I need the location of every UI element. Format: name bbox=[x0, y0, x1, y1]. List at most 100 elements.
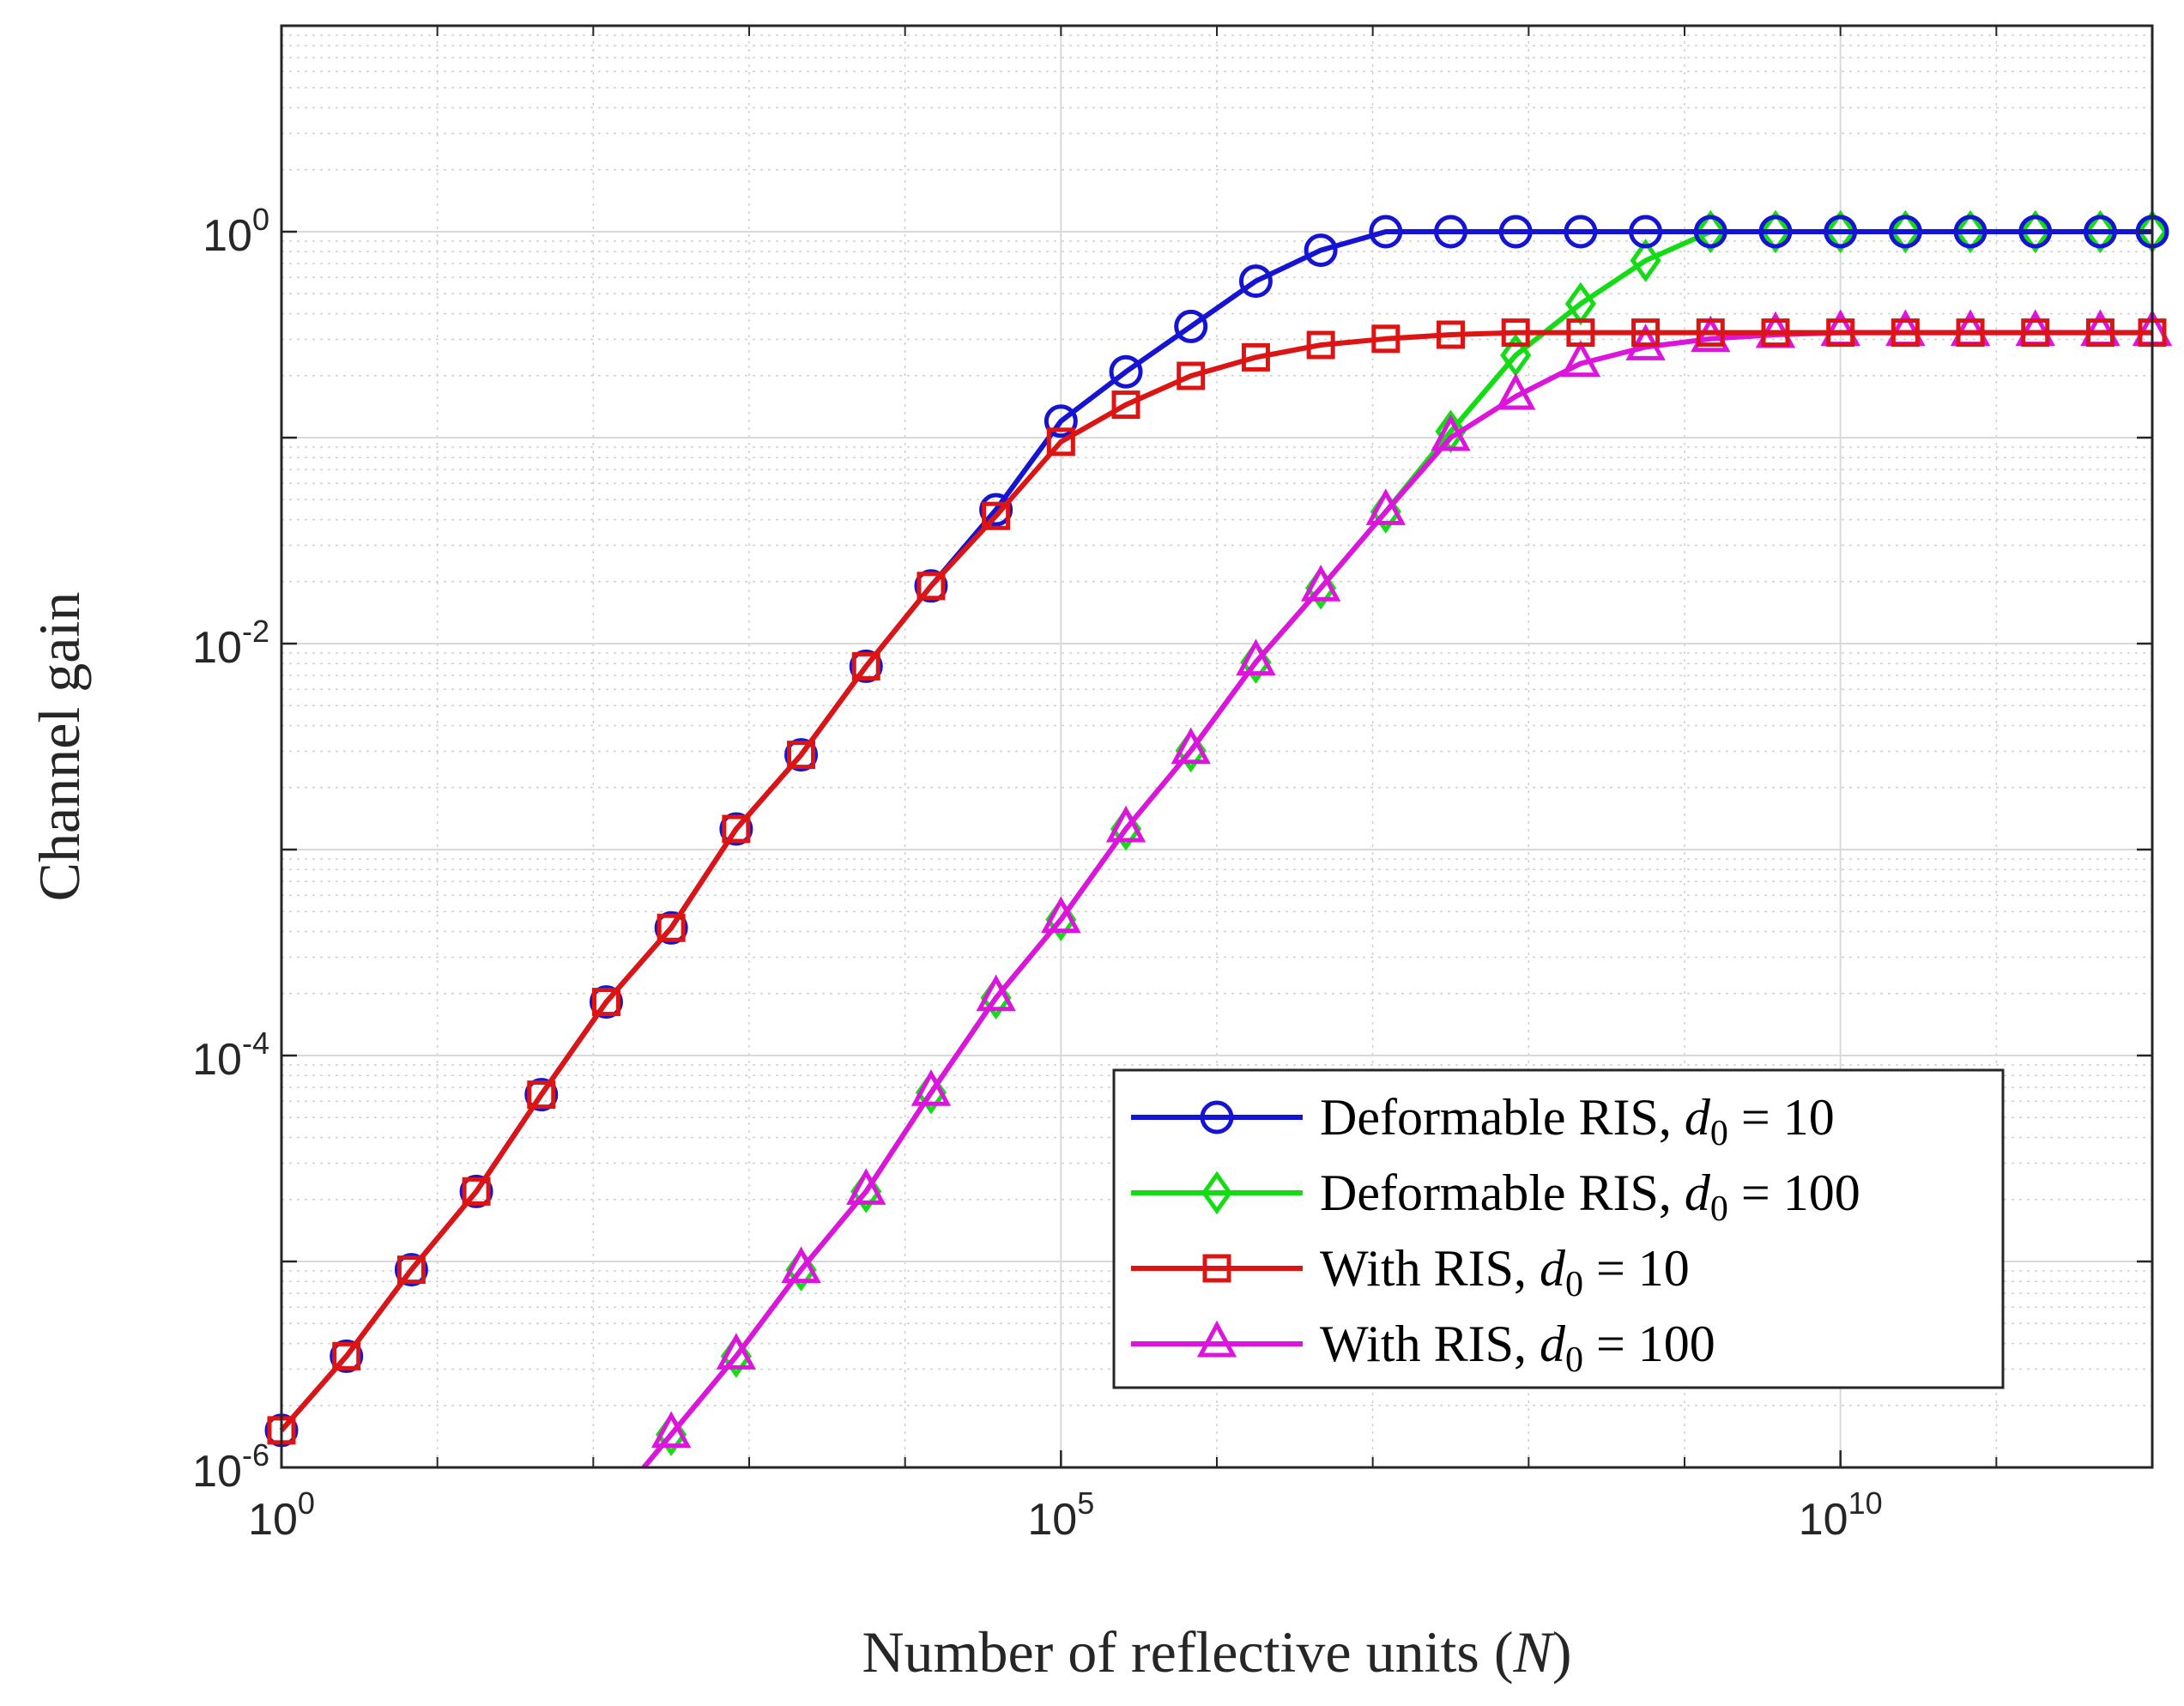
data-point-square bbox=[527, 1080, 556, 1110]
y-tick-label: 10-2 bbox=[192, 614, 269, 673]
data-point-diamond bbox=[1759, 209, 1792, 254]
data-point-circle bbox=[1953, 215, 1987, 249]
data-point-triangle bbox=[1105, 805, 1146, 843]
legend-box bbox=[1112, 1068, 2005, 1389]
data-point-circle bbox=[1888, 215, 1922, 249]
data-point-square bbox=[1566, 318, 1595, 348]
legend-label: With RIS, d0 = 10 bbox=[1320, 1240, 1690, 1304]
data-point-square bbox=[462, 1177, 491, 1206]
data-point-square bbox=[1241, 342, 1270, 372]
data-point-triangle bbox=[1171, 727, 1211, 765]
data-point-circle bbox=[1824, 215, 1858, 249]
legend-entry: Deformable RIS, d0 = 10 bbox=[1131, 1089, 1835, 1153]
data-point-square bbox=[332, 1341, 361, 1370]
data-point-triangle bbox=[911, 1068, 952, 1106]
legend-entry: With RIS, d0 = 100 bbox=[1131, 1316, 1715, 1380]
data-point-square bbox=[1371, 324, 1401, 354]
data-point-square bbox=[982, 501, 1011, 530]
data-point-circle bbox=[1693, 215, 1727, 249]
legend-marker-square bbox=[1202, 1254, 1231, 1283]
data-point-square bbox=[917, 572, 946, 601]
data-point-triangle bbox=[1365, 488, 1407, 525]
x-axis-label: Number of reflective units (N) bbox=[862, 1619, 1571, 1685]
data-point-diamond bbox=[1695, 209, 1727, 254]
series-layer bbox=[264, 209, 2173, 1469]
data-point-triangle bbox=[976, 974, 1016, 1012]
data-point-square bbox=[396, 1255, 426, 1285]
data-point-square bbox=[1826, 318, 1855, 348]
data-point-circle bbox=[1564, 215, 1598, 249]
legend-marker-diamond bbox=[1201, 1171, 1233, 1215]
data-point-square bbox=[722, 814, 751, 844]
data-point-square bbox=[1046, 427, 1075, 457]
x-tick-label: 100 bbox=[248, 1485, 315, 1545]
data-point-square bbox=[2021, 318, 2050, 348]
data-point-square bbox=[1177, 361, 1206, 390]
tick-labels: 100 105 1010 10-6 10-4 10-2 100 bbox=[192, 202, 1882, 1545]
data-point-circle bbox=[589, 985, 623, 1019]
y-tick-label: 100 bbox=[203, 202, 269, 261]
y-tick-label: 10-6 bbox=[192, 1437, 269, 1497]
data-point-square bbox=[591, 988, 620, 1017]
legend-marker-triangle bbox=[1196, 1320, 1237, 1358]
data-point-square bbox=[851, 651, 880, 681]
data-point-triangle bbox=[846, 1168, 886, 1205]
data-point-circle bbox=[524, 1078, 559, 1112]
data-point-diamond bbox=[2019, 209, 2051, 254]
data-point-triangle bbox=[1236, 638, 1276, 676]
data-point-square bbox=[1437, 320, 1465, 349]
legend-marker-circle bbox=[1200, 1100, 1234, 1134]
data-point-circle bbox=[654, 910, 688, 945]
data-point-diamond bbox=[1630, 239, 1661, 282]
legend-entries: Deformable RIS, d0 = 10 Deformable RIS, d… bbox=[1131, 1089, 1860, 1380]
data-point-circle bbox=[459, 1174, 493, 1208]
data-point-square bbox=[2085, 318, 2114, 348]
data-point-circle bbox=[719, 812, 753, 846]
data-point-diamond bbox=[1824, 209, 1856, 254]
data-point-diamond bbox=[1890, 209, 1921, 254]
legend-label: Deformable RIS, d0 = 10 bbox=[1320, 1089, 1835, 1153]
data-point-circle bbox=[979, 493, 1013, 527]
data-point-circle bbox=[2083, 215, 2117, 249]
data-point-square bbox=[1891, 318, 1920, 348]
data-point-circle bbox=[914, 569, 948, 603]
data-point-square bbox=[1111, 390, 1140, 420]
data-point-diamond bbox=[1954, 209, 1987, 254]
data-point-circle bbox=[1044, 404, 1078, 439]
data-point-triangle bbox=[650, 1411, 692, 1449]
data-point-square bbox=[656, 913, 686, 942]
x-tick-label: 1010 bbox=[1799, 1485, 1883, 1545]
series-square bbox=[267, 318, 2167, 1445]
data-point-circle bbox=[1304, 233, 1338, 268]
data-point-circle bbox=[330, 1339, 364, 1373]
tick-marks bbox=[280, 24, 2153, 1469]
data-point-square bbox=[1631, 318, 1661, 348]
data-point-circle bbox=[1174, 309, 1208, 343]
data-point-square bbox=[1306, 330, 1335, 360]
data-point-circle bbox=[1434, 215, 1467, 249]
data-point-triangle bbox=[716, 1333, 757, 1370]
data-point-square bbox=[1761, 318, 1790, 348]
data-point-triangle bbox=[781, 1246, 821, 1284]
data-point-circle bbox=[1758, 215, 1793, 249]
data-point-triangle bbox=[1560, 340, 1601, 378]
data-point-triangle bbox=[1300, 564, 1341, 602]
data-point-diamond bbox=[2084, 209, 2116, 254]
data-point-triangle bbox=[1495, 372, 1536, 410]
data-point-circle bbox=[394, 1253, 428, 1287]
data-point-triangle bbox=[1431, 414, 1471, 451]
data-point-square bbox=[1956, 318, 1985, 348]
data-point-square bbox=[1501, 318, 1530, 348]
data-point-circle bbox=[1498, 215, 1533, 249]
legend-label: With RIS, d0 = 100 bbox=[1320, 1316, 1715, 1380]
data-point-circle bbox=[1629, 215, 1663, 249]
legend-entry: With RIS, d0 = 10 bbox=[1131, 1240, 1690, 1304]
data-point-triangle bbox=[1041, 896, 1081, 934]
data-point-circle bbox=[2018, 215, 2053, 249]
data-point-circle bbox=[1109, 354, 1143, 389]
y-axis-label: Channel gain bbox=[27, 592, 92, 902]
data-point-circle bbox=[1238, 264, 1273, 299]
x-tick-label: 105 bbox=[1027, 1485, 1094, 1545]
legend-label: Deformable RIS, d0 = 100 bbox=[1320, 1165, 1860, 1229]
